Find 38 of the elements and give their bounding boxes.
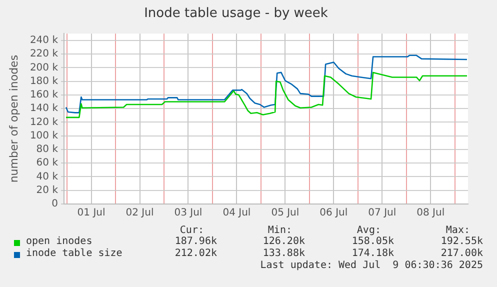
y-tick-label: 120 k: [30, 116, 58, 128]
y-tick-label: 100 k: [30, 130, 58, 142]
y-tick-label: 160 k: [30, 90, 58, 101]
legend-label: inode table size: [26, 248, 122, 259]
y-tick-label: 180 k: [30, 76, 58, 87]
y-tick-label: 60 k: [36, 158, 58, 169]
x-tick-label: 06 Jul: [320, 208, 348, 219]
y-tick-label: 0: [52, 198, 58, 210]
y-tick-label: 20 k: [36, 184, 58, 196]
legend-label: open inodes: [26, 236, 92, 247]
y-tick-label: 220 k: [30, 48, 58, 60]
text: Max:: [446, 225, 470, 236]
text: 192.55k: [440, 236, 483, 247]
x-tick-label: 04 Jul: [222, 208, 251, 219]
text: 212.02k: [174, 248, 217, 259]
y-tick-label: 200 k: [30, 62, 58, 74]
x-tick-label: 07 Jul: [368, 208, 396, 219]
x-tick-label: 08 Jul: [416, 208, 445, 219]
text: Min:: [268, 225, 292, 236]
x-tick-label: 02 Jul: [126, 208, 154, 219]
text: 158.05k: [352, 236, 394, 247]
text: 187.96k: [174, 236, 217, 247]
chart-title: Inode table usage - by week: [144, 6, 328, 22]
x-tick-label: 05 Jul: [271, 208, 300, 219]
text: Last update: Wed Jul 9 06:30:36 2025: [260, 260, 483, 271]
y-axis-title: number of open inodes: [7, 54, 20, 183]
x-tick-label: 01 Jul: [77, 208, 106, 219]
text: 126.20k: [262, 236, 305, 247]
x-tick-label: 03 Jul: [174, 208, 202, 219]
y-tick-label: 80 k: [36, 144, 58, 156]
y-tick-label: 240 k: [30, 35, 58, 46]
y-tick-label: 140 k: [30, 103, 58, 114]
y-tick-label: 40 k: [36, 171, 58, 182]
text: Avg:: [356, 225, 381, 236]
text: 133.88k: [262, 248, 305, 259]
text: Cur:: [180, 225, 204, 236]
text: 174.18k: [352, 248, 394, 259]
text: 217.00k: [440, 248, 483, 259]
